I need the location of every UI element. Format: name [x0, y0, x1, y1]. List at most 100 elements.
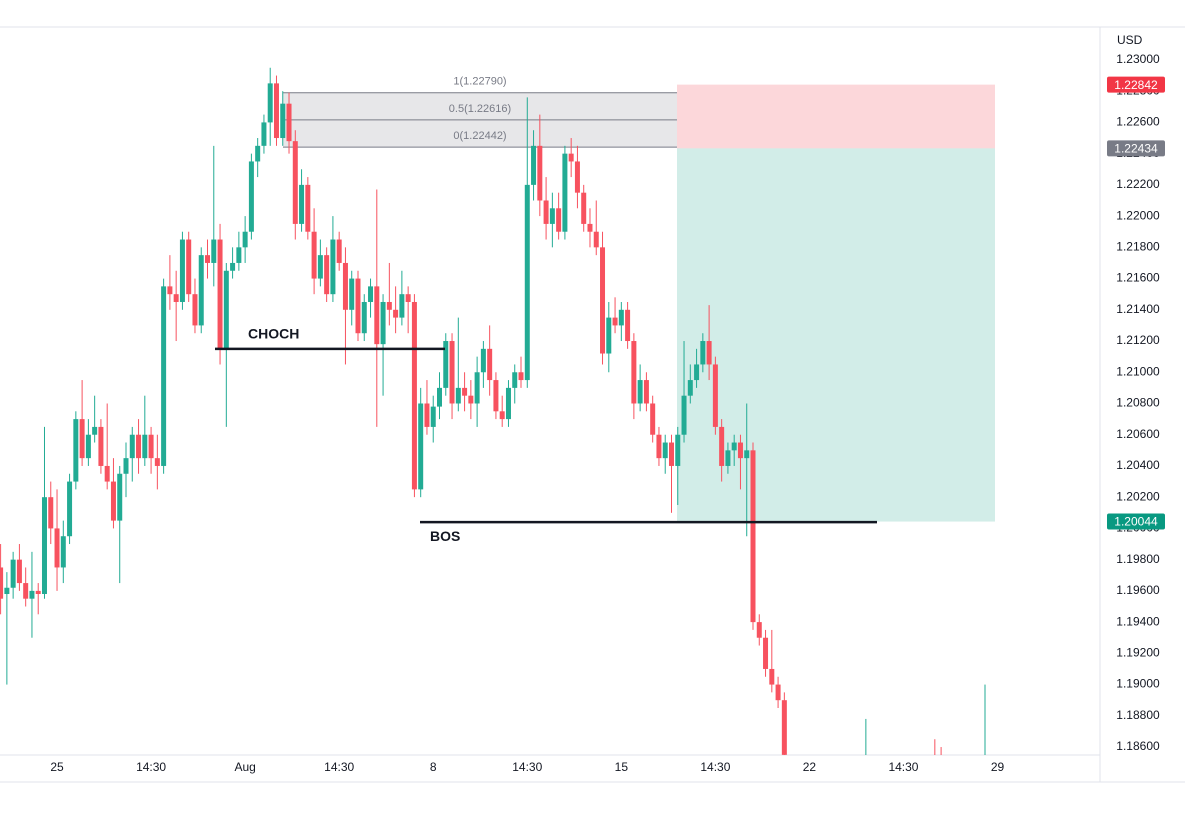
y-tick-label: 1.20200	[1116, 489, 1160, 503]
x-tick-label: Aug	[234, 760, 255, 774]
candle-body	[280, 103, 286, 139]
candle-body	[67, 481, 73, 537]
candle-body	[16, 559, 22, 584]
x-tick-label: 22	[803, 760, 817, 774]
candle-body	[205, 255, 211, 263]
candle-body	[468, 395, 474, 404]
candle-body	[192, 294, 198, 326]
candle-body	[744, 450, 750, 459]
candle-body	[637, 380, 643, 404]
candle-body	[311, 231, 317, 279]
candle-body	[305, 184, 311, 232]
candle-body	[775, 684, 781, 701]
structure-label: BOS	[430, 528, 460, 544]
x-tick-label: 14:30	[324, 760, 354, 774]
candle-body	[706, 341, 712, 365]
candle-body	[781, 700, 787, 755]
x-tick-label: 14:30	[700, 760, 730, 774]
y-tick-label: 1.19400	[1116, 614, 1160, 628]
x-tick-label: 15	[615, 760, 629, 774]
candle-body	[712, 364, 718, 427]
candle-body	[179, 239, 185, 302]
candle-body	[361, 301, 367, 334]
price-tag	[1107, 76, 1165, 93]
candle-body	[355, 278, 361, 334]
candle-body	[612, 317, 618, 326]
y-tick-label: 1.19600	[1116, 583, 1160, 597]
candle-body	[737, 442, 743, 459]
fib-level-label: 0.5(1.22616)	[449, 103, 511, 115]
x-tick-label: 29	[991, 760, 1005, 774]
candle-body	[186, 239, 192, 295]
candle-body	[549, 208, 555, 224]
structure-label: CHOCH	[248, 326, 299, 342]
candle-body	[668, 442, 674, 466]
price-tag-label: 1.20044	[1114, 515, 1158, 529]
candle-body	[211, 239, 217, 263]
candle-body	[330, 239, 336, 295]
candle-body	[499, 411, 505, 420]
y-tick-label: 1.21800	[1116, 240, 1160, 254]
candle-body	[161, 286, 167, 466]
candle-body	[98, 426, 104, 466]
candle-body	[424, 403, 430, 427]
candle-body	[656, 434, 662, 459]
candle-body	[261, 122, 267, 146]
candle-body	[600, 247, 606, 354]
candle-body	[129, 434, 135, 459]
candle-body	[587, 223, 593, 232]
candle-body	[543, 200, 549, 224]
candle-body	[167, 286, 173, 295]
candle-body	[104, 465, 110, 482]
candle-body	[568, 153, 574, 162]
candle-body	[92, 426, 98, 435]
candle-body	[286, 103, 292, 142]
y-tick-label: 1.18600	[1116, 739, 1160, 753]
y-tick-label: 1.21200	[1116, 333, 1160, 347]
candle-body	[606, 317, 612, 354]
plot-area	[0, 67, 995, 755]
candle-body	[267, 83, 273, 123]
candle-body	[336, 239, 342, 263]
y-tick-label: 1.21400	[1116, 302, 1160, 316]
candle-body	[694, 364, 700, 381]
target-zone	[677, 148, 995, 522]
candle-body	[317, 255, 323, 279]
candle-body	[531, 145, 537, 185]
candle-body	[4, 587, 10, 595]
candle-body	[79, 419, 85, 459]
candle-body	[41, 497, 47, 595]
x-tick-label: 8	[430, 760, 437, 774]
candle-body	[236, 247, 242, 263]
candle-body	[518, 372, 524, 381]
candle-body	[556, 208, 562, 232]
candle-body	[455, 387, 461, 404]
candle-body	[148, 434, 154, 459]
candle-body	[198, 255, 204, 326]
y-tick-label: 1.20600	[1116, 427, 1160, 441]
candle-body	[374, 286, 380, 345]
candle-body	[430, 406, 436, 427]
candle-body	[299, 184, 305, 224]
candle-body	[769, 668, 775, 685]
candle-body	[700, 341, 706, 365]
candle-body	[399, 294, 405, 318]
y-tick-label: 1.19000	[1116, 677, 1160, 691]
candle-body	[681, 395, 687, 435]
candle-body	[405, 294, 411, 302]
candle-body	[73, 419, 79, 482]
candle-body	[562, 153, 568, 232]
candle-body	[418, 403, 424, 490]
candle-body	[643, 380, 649, 404]
fib-level-label: 1(1.22790)	[453, 76, 506, 88]
candle-body	[480, 348, 486, 373]
candle-body	[217, 239, 223, 349]
candle-body	[60, 536, 66, 568]
y-tick-label: 1.22000	[1116, 208, 1160, 222]
candle-body	[449, 341, 455, 404]
y-tick-label: 1.19800	[1116, 552, 1160, 566]
candle-body	[292, 141, 298, 224]
candle-body	[35, 590, 41, 595]
